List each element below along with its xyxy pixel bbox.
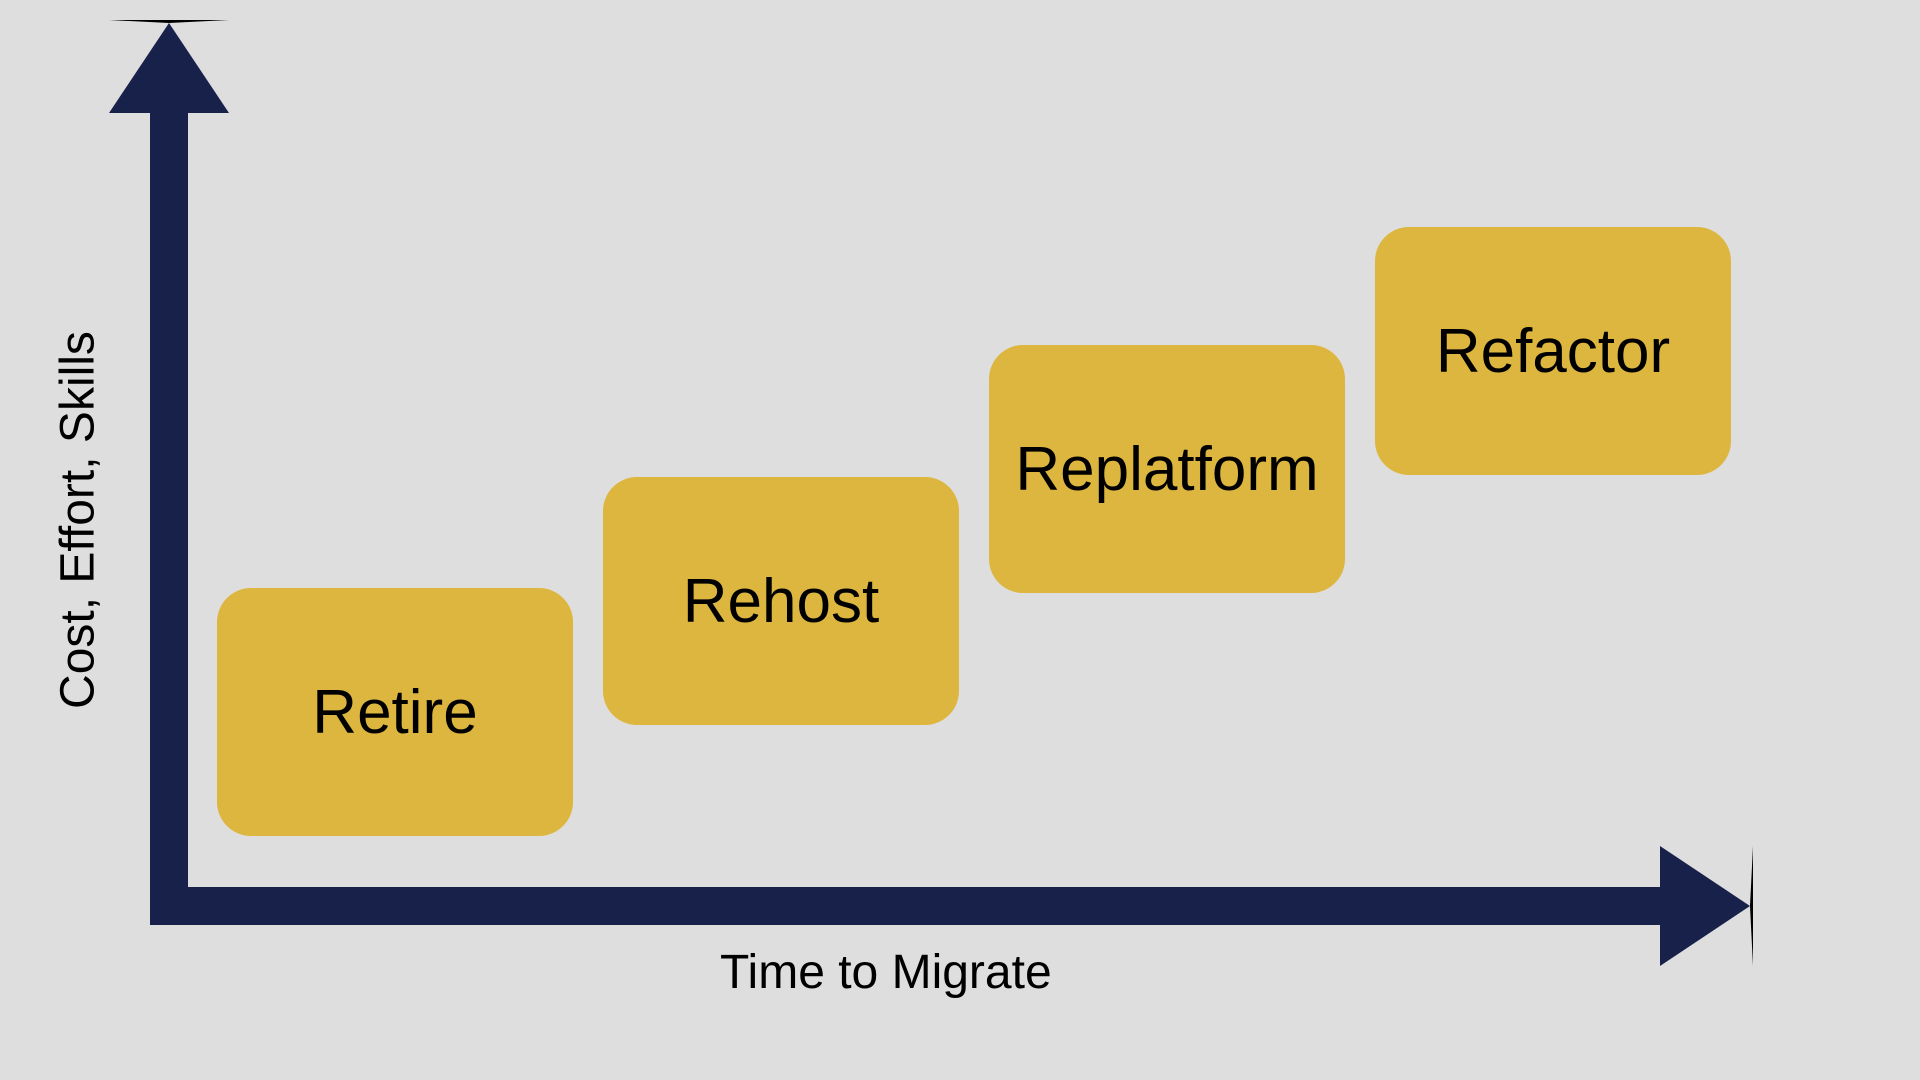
strategy-box-retire: Retire (217, 588, 573, 836)
y-axis-label: Cost, Effort, Skills (51, 331, 106, 709)
x-axis-label: Time to Migrate (720, 945, 1052, 1000)
x-axis-line (150, 887, 1680, 925)
strategy-box-label: Replatform (1015, 434, 1318, 505)
y-axis-line (150, 80, 188, 925)
x-axis-arrow-icon (1660, 846, 1753, 966)
strategy-box-label: Refactor (1436, 316, 1670, 387)
strategy-box-rehost: Rehost (603, 477, 959, 725)
strategy-box-label: Retire (312, 677, 477, 748)
y-axis-arrow-icon (109, 20, 229, 113)
strategy-box-label: Rehost (683, 566, 879, 637)
diagram-canvas: Cost, Effort, Skills Time to Migrate Ret… (0, 0, 1920, 1080)
strategy-box-refactor: Refactor (1375, 227, 1731, 475)
strategy-box-replatform: Replatform (989, 345, 1345, 593)
